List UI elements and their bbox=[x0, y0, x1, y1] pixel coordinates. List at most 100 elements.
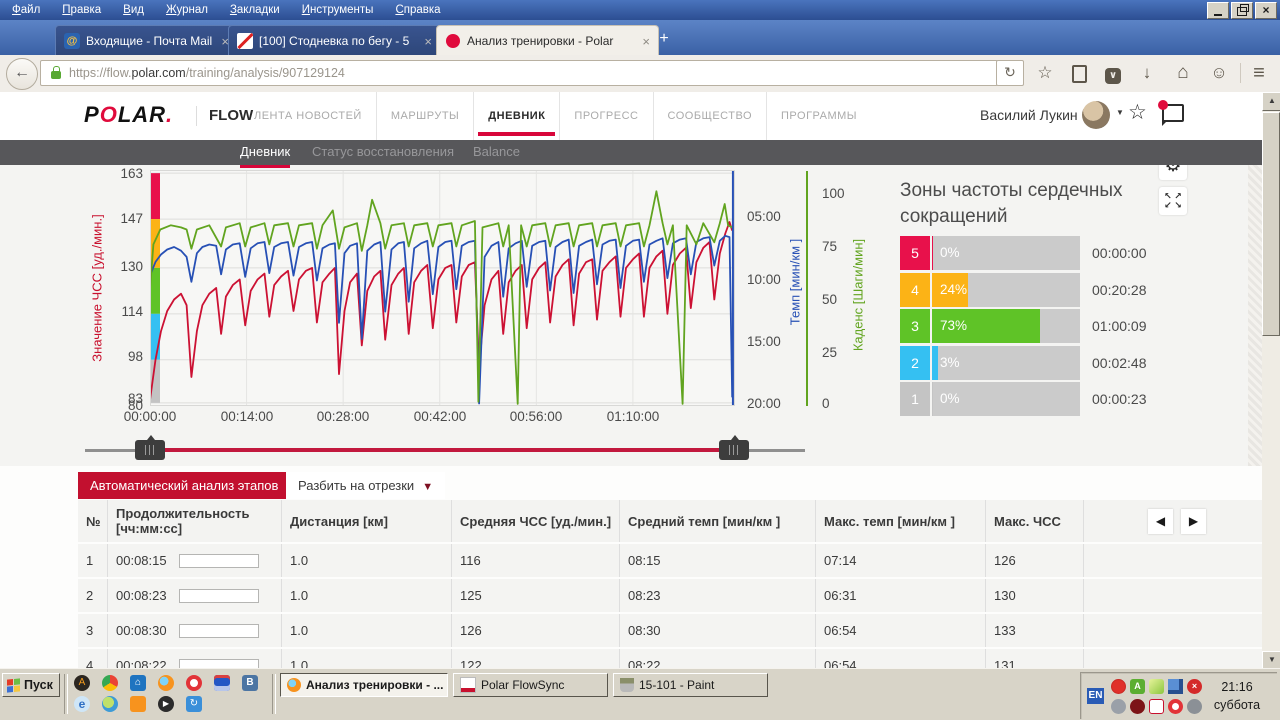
cadence-tick: 75 bbox=[822, 239, 838, 254]
start-button[interactable]: Пуск bbox=[2, 673, 60, 697]
menu-file[interactable]: Файл bbox=[12, 4, 41, 16]
tray-adguard-icon[interactable]: A bbox=[1130, 679, 1145, 694]
scroll-up-button[interactable]: ▲ bbox=[1262, 92, 1280, 111]
tray-red-orb-icon[interactable] bbox=[1111, 679, 1126, 694]
polar-favicon bbox=[445, 33, 461, 49]
nav-community[interactable]: СООБЩЕСТВО bbox=[652, 92, 767, 140]
logo-red-o: O bbox=[99, 102, 118, 127]
close-button[interactable]: × bbox=[1255, 2, 1277, 19]
tray-flowsync-sync-icon[interactable] bbox=[1149, 699, 1164, 714]
nav-diary[interactable]: ДНЕВНИК bbox=[473, 92, 559, 140]
subnav-recovery-status[interactable]: Статус восстановления bbox=[312, 144, 455, 159]
col-header-avg-pace[interactable]: Средний темп [мин/км ] bbox=[620, 500, 816, 542]
address-bar[interactable]: https://flow. polar.com/training/analysis… bbox=[40, 60, 998, 86]
tray-darkred-icon[interactable] bbox=[1130, 699, 1145, 714]
menu-help[interactable]: Справка bbox=[395, 4, 441, 16]
avatar[interactable] bbox=[1082, 101, 1110, 129]
feedback-smiley-icon[interactable]: ☺ bbox=[1210, 63, 1228, 82]
back-button[interactable]: ← bbox=[6, 58, 38, 90]
favorites-star-icon[interactable]: ☆ bbox=[1128, 101, 1147, 124]
scroll-thumb[interactable] bbox=[1262, 112, 1280, 336]
reading-list-icon[interactable] bbox=[1066, 61, 1092, 85]
language-indicator[interactable]: EN bbox=[1087, 688, 1104, 704]
internet-explorer-icon[interactable]: e bbox=[74, 696, 90, 712]
taskbar-button-flowsync[interactable]: Polar FlowSync bbox=[453, 673, 608, 697]
mailru-home-icon[interactable]: ⌂ bbox=[130, 675, 146, 691]
polar-logo[interactable]: POLAR. bbox=[84, 102, 173, 128]
tab-close-icon[interactable]: × bbox=[221, 33, 229, 49]
user-name[interactable]: Василий Лукин bbox=[980, 107, 1078, 123]
media-player-icon[interactable]: ▶ bbox=[158, 696, 174, 712]
new-tab-button[interactable]: + bbox=[659, 30, 669, 47]
tray-red-ring-icon[interactable] bbox=[1168, 699, 1183, 714]
zone-time: 00:20:28 bbox=[1092, 281, 1147, 298]
taskbar-separator bbox=[272, 674, 276, 714]
training-chart-plot[interactable] bbox=[150, 170, 735, 406]
tab-polar-flow[interactable]: Анализ тренировки - Polar F... × bbox=[436, 25, 659, 56]
tab-close-icon[interactable]: × bbox=[424, 33, 432, 49]
odnoklassniki-icon[interactable] bbox=[130, 696, 146, 712]
tray-network-icon[interactable] bbox=[1168, 679, 1183, 694]
nav-feed[interactable]: ЛЕНТА НОВОСТЕЙ bbox=[254, 110, 362, 122]
globe-map-icon[interactable] bbox=[102, 696, 118, 712]
chart-expand-icon[interactable]: ↖ ↗ ↙ ↘ bbox=[1159, 187, 1187, 215]
hamburger-menu-icon[interactable]: ≡ bbox=[1253, 62, 1265, 84]
menu-bookmarks[interactable]: Закладки bbox=[229, 4, 280, 16]
opera-icon[interactable] bbox=[186, 675, 202, 691]
update-app-icon[interactable]: ↻ bbox=[186, 696, 202, 712]
vk-icon[interactable]: В bbox=[242, 675, 258, 691]
subnav-balance[interactable]: Balance bbox=[473, 144, 520, 159]
menu-history[interactable]: Журнал bbox=[165, 4, 208, 16]
nav-progress[interactable]: ПРОГРЕСС bbox=[559, 92, 652, 140]
taskbar-button-firefox[interactable]: Анализ тренировки - ... bbox=[280, 673, 448, 697]
user-dropdown-caret-icon[interactable]: ▼ bbox=[1116, 108, 1124, 117]
menu-view[interactable]: Вид bbox=[123, 4, 144, 16]
col-header-max-pace[interactable]: Макс. темп [мин/км ] bbox=[816, 500, 986, 542]
col-header-number[interactable]: № bbox=[78, 500, 108, 542]
tray-shield-alert-icon[interactable]: × bbox=[1187, 679, 1202, 694]
reload-button[interactable]: ↻ bbox=[996, 60, 1024, 86]
restore-button[interactable] bbox=[1231, 2, 1253, 19]
col-header-avg-hr[interactable]: Средняя ЧСС [уд./мин.] bbox=[452, 500, 620, 542]
home-icon[interactable]: ⌂ bbox=[1177, 62, 1189, 83]
nav-routes[interactable]: МАРШРУТЫ bbox=[375, 92, 473, 140]
lap-max-pace: 07:14 bbox=[816, 544, 986, 577]
taskbar: Пуск A ⌂ В e ▶ ↻ Анализ тренировки - ...… bbox=[0, 668, 1280, 720]
save-disk-icon[interactable] bbox=[214, 675, 230, 691]
menu-tools[interactable]: Инструменты bbox=[301, 4, 374, 16]
next-page-button[interactable]: ▶ bbox=[1181, 508, 1206, 534]
col-header-distance[interactable]: Дистанция [км] bbox=[282, 500, 452, 542]
menu-edit[interactable]: Правка bbox=[62, 4, 102, 16]
subnav-diary[interactable]: Дневник bbox=[240, 140, 291, 168]
minimize-button[interactable] bbox=[1207, 2, 1229, 19]
zone-time: 00:00:23 bbox=[1092, 391, 1147, 407]
col-header-duration[interactable]: Продолжительность [чч:мм:сс] bbox=[108, 500, 282, 542]
range-slider-left-handle[interactable] bbox=[135, 435, 165, 460]
browser-scrollbar[interactable]: ▲ ▼ bbox=[1262, 92, 1280, 670]
amigo-browser-icon[interactable]: A bbox=[74, 675, 90, 691]
range-slider-right-handle[interactable] bbox=[719, 435, 749, 460]
downloads-icon[interactable]: ↓ bbox=[1142, 63, 1152, 82]
tab-mail[interactable]: @ Входящие - Почта Mail.Ru × bbox=[55, 25, 238, 56]
split-into-segments-button[interactable]: Разбить на отрезки ▼ bbox=[286, 472, 446, 499]
dropdown-icon: ▼ bbox=[422, 481, 434, 493]
taskbar-button-paint[interactable]: 15-101 - Paint bbox=[613, 673, 768, 697]
prev-page-button[interactable]: ◀ bbox=[1148, 508, 1173, 534]
tab-close-icon[interactable]: × bbox=[642, 33, 650, 49]
tray-webcam-icon[interactable] bbox=[1111, 699, 1126, 714]
tray-speaker-icon[interactable] bbox=[1187, 699, 1202, 714]
auto-lap-analysis-button[interactable]: Автоматический анализ этапов bbox=[78, 472, 291, 499]
tray-leaf-icon[interactable] bbox=[1149, 679, 1164, 694]
bookmark-star-icon[interactable]: ☆ bbox=[1037, 63, 1053, 82]
chrome-icon[interactable] bbox=[102, 675, 118, 691]
zone-percent: 3% bbox=[940, 354, 960, 370]
taskbar-clock[interactable]: 21:16 суббота bbox=[1203, 678, 1271, 714]
tab-title: Анализ тренировки - Polar F... bbox=[467, 34, 617, 48]
pocket-icon[interactable] bbox=[1100, 61, 1126, 85]
zone-time: 01:00:09 bbox=[1092, 318, 1147, 334]
col-header-max-hr[interactable]: Макс. ЧСС bbox=[986, 500, 1084, 542]
nav-programs[interactable]: ПРОГРАММЫ bbox=[766, 92, 871, 140]
tab-forum[interactable]: [100] Стодневка по бегу - 5... × bbox=[228, 25, 441, 56]
notifications-icon[interactable] bbox=[1158, 100, 1184, 126]
firefox-icon[interactable] bbox=[158, 675, 174, 691]
